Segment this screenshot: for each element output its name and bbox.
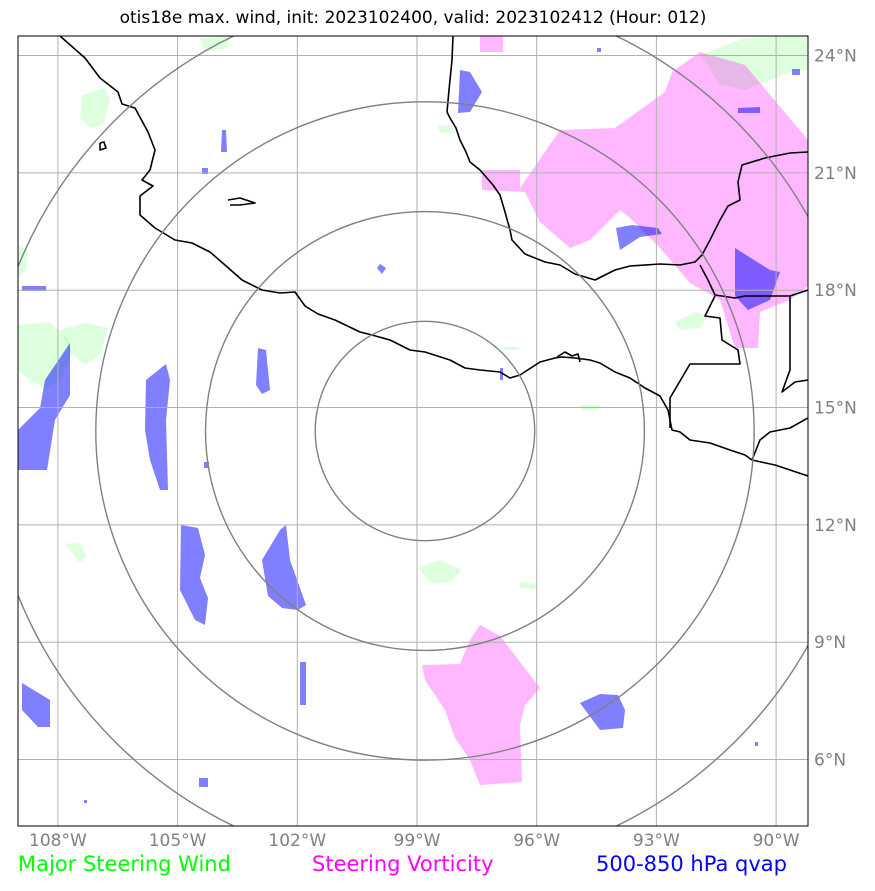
qvap-area [792, 69, 800, 75]
chart-title: otis18e max. wind, init: 2023102400, val… [119, 8, 707, 28]
lat-tick-label: 21°N [814, 164, 857, 184]
qvap-area [145, 364, 170, 490]
lon-tick-label: 96°W [513, 831, 560, 851]
steering-wind-area [675, 312, 708, 330]
lon-tick-label: 99°W [394, 831, 441, 851]
steering-wind-area [60, 323, 108, 365]
qvap-area [84, 800, 87, 803]
steering-wind-area [18, 245, 28, 278]
steering-vorticity-area [422, 625, 540, 785]
lat-tick-label: 18°N [814, 281, 857, 301]
range-rings [18, 36, 808, 826]
steering-wind-area [437, 125, 452, 133]
lon-tick-label: 90°W [753, 831, 800, 851]
qvap-area [180, 525, 208, 625]
coastlines [59, 36, 808, 477]
lon-tick-label: 102°W [268, 831, 326, 851]
qvap-area [256, 348, 270, 394]
island-outline [227, 197, 256, 206]
legend-qvap: 500-850 hPa qvap [596, 852, 787, 876]
border-yucatan [699, 264, 808, 299]
steering-wind-area [520, 582, 538, 589]
border-honduras [751, 417, 808, 461]
qvap-area [300, 662, 306, 705]
lat-tick-label: 12°N [814, 516, 857, 536]
lon-tick-label: 108°W [29, 831, 87, 851]
steering-wind-area [503, 347, 520, 350]
steering-vorticity-area [482, 52, 808, 348]
qvap-area [262, 525, 306, 610]
qvap-area [18, 343, 70, 470]
qvap-area [199, 778, 208, 787]
steering-wind-area [65, 543, 86, 563]
steering-wind-area [418, 560, 462, 584]
tick-labels: 108°W 105°W 102°W 99°W 96°W 93°W 90°W 24°N 21°N 1… [29, 47, 857, 851]
gridlines [18, 36, 808, 826]
lat-tick-label: 9°N [814, 633, 846, 653]
qvap-area [738, 107, 760, 113]
qvap-area [377, 264, 386, 274]
range-ring [204, 210, 646, 652]
legend-steering-vorticity: Steering Vorticity [312, 852, 494, 876]
qvap-area [597, 48, 601, 52]
range-ring [314, 320, 536, 542]
lat-tick-label: 15°N [814, 399, 857, 419]
qvap-area [580, 694, 625, 730]
plot-frame [17, 35, 809, 827]
lat-tick-label: 6°N [814, 751, 846, 771]
border-belize [781, 296, 808, 393]
qvap-area [221, 130, 227, 152]
qvap-area [755, 742, 758, 746]
border-guatemala [669, 295, 741, 428]
qvap-area [22, 683, 50, 727]
lon-tick-label: 93°W [633, 831, 680, 851]
legend-steering-wind: Major Steering Wind [18, 852, 231, 876]
lon-tick-label: 105°W [149, 831, 207, 851]
range-ring [95, 101, 755, 761]
steering-wind-area [200, 36, 230, 52]
qvap-area [616, 225, 662, 250]
island-outline [99, 141, 107, 151]
steering-wind-area [80, 88, 110, 128]
field-layer [18, 36, 808, 803]
coastline-inlet [556, 351, 581, 363]
qvap-area [500, 368, 503, 380]
steering-wind-area [700, 36, 808, 90]
lat-tick-label: 24°N [814, 47, 857, 67]
qvap-area [735, 248, 780, 310]
steering-vorticity-area [480, 36, 503, 52]
qvap-area [458, 70, 482, 113]
coastline-gulf [446, 36, 808, 281]
